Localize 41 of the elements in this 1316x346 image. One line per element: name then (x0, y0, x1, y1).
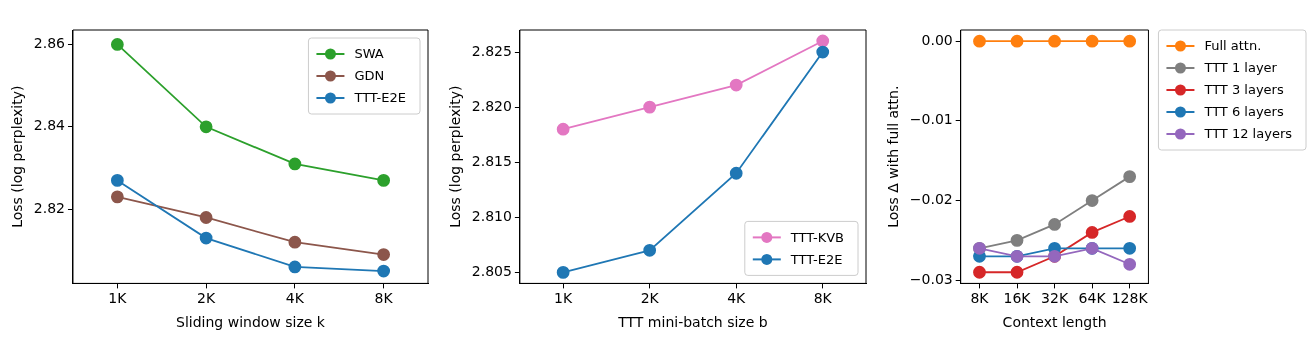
x-tick-label: 4K (727, 290, 747, 307)
x-tick-label: 8K (970, 290, 990, 307)
y-tick-label: 2.84 (33, 117, 66, 134)
legend-label: TTT-E2E (353, 90, 406, 106)
x-tick-label: 64K (1078, 290, 1107, 307)
legend-label: SWA (354, 46, 384, 62)
y-tick-label: −0.01 (909, 111, 953, 128)
legend-label: TTT-E2E (789, 251, 843, 267)
x-tick-label: 1K (554, 290, 573, 307)
y-tick-label: 2.810 (471, 207, 512, 224)
y-tick-label: −0.03 (909, 270, 953, 287)
x-axis-title: Context length (1002, 314, 1107, 331)
legend-label: TTT 6 layers (1203, 104, 1284, 120)
legend-label: TTT 3 layers (1203, 82, 1284, 98)
y-tick-label: 2.82 (33, 199, 65, 216)
legend-label: GDN (354, 68, 385, 84)
y-axis-title: Loss (log perplexity) (447, 85, 464, 228)
legend-label: TTT-KVB (789, 229, 844, 245)
y-axis-title: Loss (log perplexity) (9, 85, 26, 228)
x-tick-label: 128K (1111, 290, 1149, 307)
x-tick-label: 16K (1003, 290, 1032, 307)
x-axis-title: Sliding window size k (176, 314, 326, 331)
y-tick-label: 2.815 (471, 152, 512, 169)
legend-label: TTT 1 layer (1203, 60, 1278, 76)
x-tick-label: 32K (1041, 290, 1069, 307)
y-tick-label: −0.02 (909, 191, 953, 208)
x-tick-label: 8K (813, 290, 833, 307)
x-tick-label: 1K (108, 290, 128, 307)
legend-label: Full attn. (1204, 38, 1262, 54)
x-tick-label: 4K (285, 290, 305, 307)
y-tick-label: 2.86 (33, 35, 66, 52)
x-tick-label: 2K (640, 290, 660, 307)
y-axis-title: Loss Δ with full attn. (885, 85, 902, 228)
y-tick-label: 2.820 (471, 97, 512, 114)
x-axis-title: TTT mini-batch size b (617, 314, 768, 331)
y-tick-label: 2.805 (471, 263, 512, 280)
x-tick-label: 2K (197, 290, 216, 307)
legend-label: TTT 12 layers (1203, 126, 1293, 142)
x-tick-label: 8K (374, 290, 394, 307)
y-tick-label: 2.825 (471, 42, 512, 59)
y-tick-label: 0.00 (921, 31, 953, 48)
